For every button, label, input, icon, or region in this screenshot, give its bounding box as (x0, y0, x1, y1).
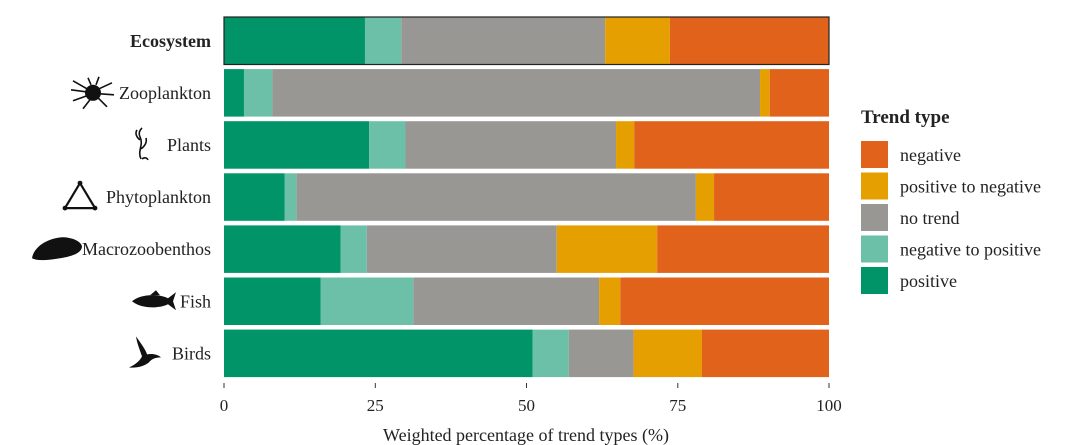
bar-segment-positive-to-negative (760, 69, 770, 117)
bar-segment-positive-to-negative (633, 329, 702, 378)
legend-label: no trend (900, 208, 959, 228)
x-tick-label: 0 (220, 396, 229, 415)
legend-swatch-negative (861, 141, 888, 168)
category-label: Macrozoobenthos (82, 239, 211, 259)
plant-icon (135, 127, 149, 161)
bar-segment-negative (669, 17, 829, 65)
legend-label: positive (900, 271, 957, 291)
bar-segment-negative (769, 69, 829, 117)
bar-segment-no-trend (413, 277, 600, 325)
bar-segment-positive (224, 173, 285, 221)
x-tick-label: 75 (669, 396, 686, 415)
bar-segment-negative (714, 173, 829, 221)
bar-segment-positive (224, 277, 321, 325)
bar-segment-negative-to-positive (320, 277, 414, 325)
legend-label: positive to negative (900, 177, 1041, 197)
bar-segment-positive (224, 121, 370, 169)
bar-segment-negative (634, 121, 829, 169)
bar-segment-positive (224, 225, 341, 273)
legend-title: Trend type (861, 107, 950, 128)
x-tick-label: 100 (816, 396, 842, 415)
bar-segment-positive-to-negative (599, 277, 621, 325)
legend-swatch-positive-to-negative (861, 172, 888, 200)
bars-group (223, 16, 830, 378)
legend-swatch-positive (861, 267, 888, 294)
mussel-icon (32, 237, 82, 261)
x-axis: Weighted percentage of trend types (%) 0… (220, 383, 842, 445)
bar-segment-no-trend (296, 173, 696, 221)
phytoplankton-icon (62, 180, 98, 211)
legend-swatch-no-trend (861, 204, 888, 231)
category-label: Ecosystem (130, 31, 211, 51)
bar-segment-negative-to-positive (532, 329, 569, 378)
bar-segment-no-trend (366, 225, 557, 273)
bar-segment-negative-to-positive (284, 173, 297, 221)
bar-segment-negative (657, 225, 829, 273)
bar-segment-negative-to-positive (364, 17, 402, 65)
bird-icon (129, 336, 161, 368)
bar-segment-negative-to-positive (340, 225, 367, 273)
category-label: Zooplankton (119, 83, 211, 103)
emphasis-bar-outline (223, 16, 830, 66)
bar-segment-negative (620, 277, 829, 325)
bar-segment-positive-to-negative (616, 121, 635, 169)
bar-segment-positive (224, 17, 365, 65)
bar-segment-positive-to-negative (556, 225, 658, 273)
category-label: Birds (172, 343, 211, 363)
fish-icon (132, 290, 176, 311)
bar-segment-no-trend (272, 69, 761, 117)
bar-segment-no-trend (405, 121, 617, 169)
category-label: Fish (180, 291, 211, 311)
legend-label: negative to positive (900, 240, 1041, 260)
bar-segment-no-trend (401, 17, 606, 65)
zooplankton-icon (70, 76, 115, 110)
legend-swatch-negative-to-positive (861, 235, 888, 263)
bar-segment-positive-to-negative (695, 173, 715, 221)
legend: Trend type negative positive to negative n… (861, 107, 1041, 294)
category-icons (32, 76, 176, 368)
bar-segment-positive (224, 329, 533, 378)
category-label: Phytoplankton (106, 187, 211, 207)
category-labels: Ecosystem Zooplankton Plants Phytoplankton M… (82, 31, 211, 364)
x-tick-label: 25 (367, 396, 384, 415)
bar-segment-negative-to-positive (369, 121, 406, 169)
x-axis-title: Weighted percentage of trend types (%) (383, 425, 669, 445)
bar-segment-positive-to-negative (605, 17, 670, 65)
bar-segment-no-trend (568, 329, 634, 378)
x-tick-label: 50 (518, 396, 535, 415)
legend-label: negative (900, 145, 961, 165)
bar-segment-negative-to-positive (243, 69, 273, 117)
category-label: Plants (167, 135, 211, 155)
bar-segment-negative (701, 329, 829, 378)
bar-segment-positive (224, 69, 244, 117)
